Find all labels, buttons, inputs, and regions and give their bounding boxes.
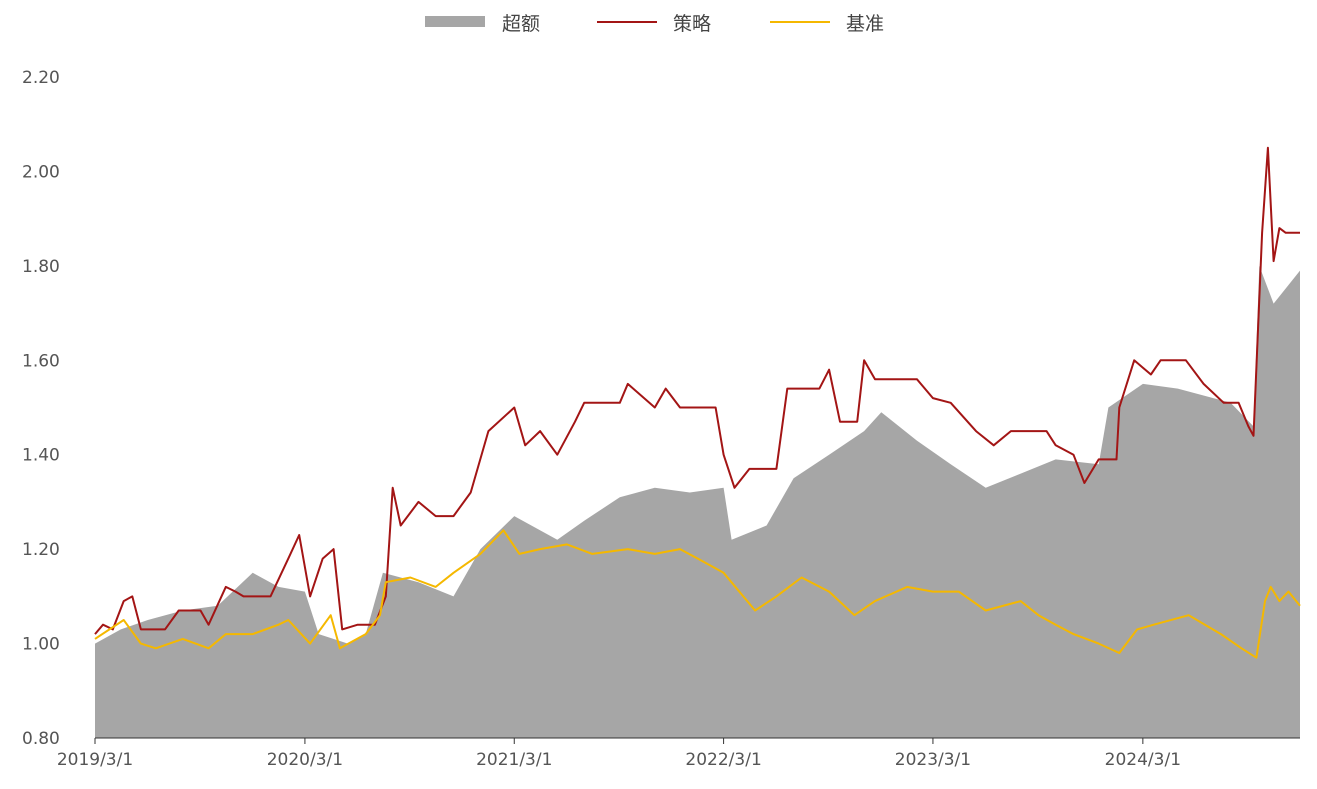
y-tick-label: 1.80 [22,257,60,277]
plot-area [94,146,1301,738]
y-axis: 0.80 1.00 1.20 1.40 1.60 1.80 2.00 2.20 [22,68,60,749]
series-area-excess [95,265,1300,738]
legend-label-excess: 超额 [502,13,540,35]
legend-swatch-excess [425,16,485,27]
y-tick-label: 0.80 [22,729,60,749]
series-line-benchmark [94,529,1301,659]
series-line-strategy [94,146,1300,635]
legend-label-benchmark: 基准 [846,13,884,35]
x-tick-label: 2024/3/1 [1105,750,1181,770]
x-tick-label: 2023/3/1 [895,750,971,770]
x-tick-label: 2019/3/1 [57,750,133,770]
y-tick-label: 1.20 [22,540,60,560]
x-tick-label: 2022/3/1 [685,750,761,770]
x-axis: 2019/3/1 2020/3/1 2021/3/1 2022/3/1 2023/3/1… [57,737,1300,770]
y-tick-label: 2.00 [22,162,60,182]
legend-label-strategy: 策略 [673,13,711,35]
y-tick-label: 1.00 [22,635,60,655]
y-tick-label: 1.40 [22,446,60,466]
x-tick-label: 2021/3/1 [476,750,552,770]
y-tick-label: 1.60 [22,351,60,371]
legend: 超额 策略 基准 [425,13,884,35]
y-tick-label: 2.20 [22,68,60,88]
x-tick-label: 2020/3/1 [267,750,343,770]
